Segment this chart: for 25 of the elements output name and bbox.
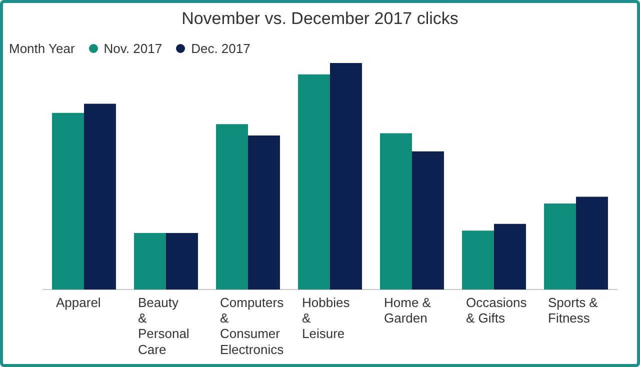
bar: [380, 133, 412, 290]
bar: [576, 196, 608, 290]
bar: [166, 232, 198, 290]
bar: [84, 104, 116, 290]
chart-title: November vs. December 2017 clicks: [180, 9, 460, 29]
bar: [52, 112, 84, 290]
x-tick-label: Sports & Fitness: [548, 294, 598, 326]
bar: [134, 232, 166, 290]
x-tick-label: Occasions & Gifts: [466, 294, 528, 326]
bar: [412, 151, 444, 290]
bar: [330, 63, 362, 290]
legend-label: Dec. 2017: [191, 41, 250, 56]
bar: [248, 136, 280, 290]
x-tick-label: Apparel: [56, 294, 101, 310]
bar: [544, 203, 576, 290]
bar: [216, 124, 248, 290]
bar: [298, 74, 330, 290]
legend-label: Nov. 2017: [104, 41, 162, 56]
x-tick-label: Home & Garden: [384, 294, 432, 326]
legend-title: Month Year: [9, 41, 75, 56]
x-tick-label: Beauty & Personal Care: [138, 294, 190, 357]
bar: [462, 230, 494, 290]
x-tick-label: Computers & Consumer Electronics: [220, 294, 284, 357]
x-tick-label: Hobbies & Leisure: [302, 294, 350, 342]
bar: [494, 224, 526, 290]
